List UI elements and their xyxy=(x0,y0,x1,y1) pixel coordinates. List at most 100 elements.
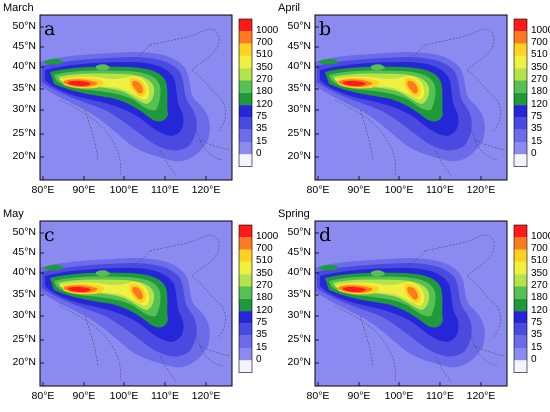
colorbar-swatch xyxy=(239,225,252,238)
colorbar-label: 120 xyxy=(256,304,273,316)
colorbar-swatch xyxy=(239,311,252,324)
colorbar-label: 0 xyxy=(531,353,537,365)
lon-tick-label: 120°E xyxy=(191,184,221,196)
colorbar-swatch xyxy=(514,225,527,238)
lon-tick-label: 90°E xyxy=(347,184,371,196)
contour-fill xyxy=(68,80,91,86)
colorbar-label: 270 xyxy=(256,280,273,291)
lon-tick-label: 110°E xyxy=(426,184,454,196)
lon-tick-label: 100°E xyxy=(384,390,414,402)
colorbar-swatch xyxy=(239,117,252,130)
colorbar-swatch xyxy=(514,55,527,69)
colorbar-swatch xyxy=(239,261,252,275)
colorbar-swatch xyxy=(239,237,252,250)
colorbar-label: 35 xyxy=(256,329,268,341)
lat-tick-label: 30°N xyxy=(12,309,36,321)
colorbar-swatch xyxy=(514,311,527,324)
colorbar-swatch xyxy=(514,19,527,32)
lat-tick-label: 30°N xyxy=(12,103,36,115)
lon-tick-label: 100°E xyxy=(109,390,139,402)
lat-tick-label: 25°N xyxy=(287,127,311,139)
colorbar-label: 15 xyxy=(531,341,543,353)
contour-fill xyxy=(44,264,64,271)
colorbar-swatch xyxy=(239,19,252,32)
lat-tick-label: 35°N xyxy=(287,82,311,94)
panel-letter: c xyxy=(44,224,55,246)
colorbar-label: 510 xyxy=(531,49,548,61)
contour-fill xyxy=(44,58,64,65)
colorbar-label: 120 xyxy=(531,98,548,110)
contour-fill xyxy=(319,58,339,65)
panel-title: Spring xyxy=(278,208,310,220)
colorbar-label: 180 xyxy=(256,292,273,304)
lon-tick-label: 80°E xyxy=(306,390,330,402)
lat-tick-label: 50°N xyxy=(287,20,311,32)
contour-fill xyxy=(319,264,339,271)
colorbar-swatch xyxy=(239,55,252,69)
colorbar-label: 350 xyxy=(256,61,273,73)
colorbar-label: 510 xyxy=(531,255,548,267)
colorbar-label: 1000 xyxy=(256,230,279,242)
colorbar-swatch xyxy=(514,80,527,93)
colorbar-swatch xyxy=(239,274,252,287)
lat-tick-label: 45°N xyxy=(287,40,311,52)
lon-tick-label: 120°E xyxy=(466,184,496,196)
colorbar-swatch xyxy=(514,298,527,312)
contour-fill xyxy=(343,286,366,292)
lon-tick-label: 110°E xyxy=(426,390,454,402)
lon-tick-label: 110°E xyxy=(151,390,179,402)
contour-fill xyxy=(371,270,385,277)
panel-letter: b xyxy=(319,18,332,40)
colorbar-label: 1000 xyxy=(256,24,279,36)
lat-tick-label: 40°N xyxy=(12,266,36,278)
map-plot xyxy=(39,14,253,181)
colorbar-label: 180 xyxy=(531,86,548,98)
colorbar-swatch xyxy=(514,360,527,373)
colorbar-swatch xyxy=(239,92,252,106)
colorbar-label: 180 xyxy=(531,292,548,304)
lon-tick-label: 100°E xyxy=(384,184,414,196)
colorbar-label: 700 xyxy=(531,243,548,255)
colorbar-swatch xyxy=(239,249,252,262)
contour-fill xyxy=(407,286,418,300)
colorbar-label: 75 xyxy=(531,316,543,328)
colorbar-label: 120 xyxy=(256,98,273,110)
colorbar-swatch xyxy=(514,261,527,275)
lon-tick-label: 90°E xyxy=(347,390,371,402)
colorbar-label: 75 xyxy=(256,110,268,122)
lon-tick-label: 100°E xyxy=(109,184,139,196)
map-plot xyxy=(314,14,528,181)
lat-tick-label: 45°N xyxy=(12,40,36,52)
lat-tick-label: 30°N xyxy=(287,309,311,321)
lat-tick-label: 40°N xyxy=(287,266,311,278)
colorbar-swatch xyxy=(239,154,252,167)
colorbar-label: 120 xyxy=(531,304,548,316)
map-panel-1: March a 50°N 45°N 40°N 35°N 30°N 25°N 20°N 80°E 90… xyxy=(0,0,279,206)
map-frame xyxy=(39,220,233,387)
colorbar-label: 700 xyxy=(256,37,273,49)
map-plot xyxy=(39,220,253,387)
colorbar-swatch xyxy=(514,31,527,44)
map-frame xyxy=(39,14,233,181)
colorbar-swatch xyxy=(514,348,527,361)
colorbar-label: 75 xyxy=(256,316,268,328)
lon-tick-label: 110°E xyxy=(151,184,179,196)
colorbar-label: 180 xyxy=(256,86,273,98)
colorbar-swatch xyxy=(514,249,527,262)
lon-tick-label: 120°E xyxy=(191,390,221,402)
lat-tick-label: 40°N xyxy=(12,60,36,72)
lon-tick-label: 90°E xyxy=(72,390,96,402)
colorbar-label: 15 xyxy=(256,135,268,147)
colorbar-label: 0 xyxy=(531,147,537,159)
colorbar-label: 510 xyxy=(256,255,273,267)
lon-tick-label: 120°E xyxy=(466,390,496,402)
lat-tick-label: 20°N xyxy=(12,150,36,162)
lat-tick-label: 20°N xyxy=(287,356,311,368)
contour-fill xyxy=(132,80,143,94)
map-frame xyxy=(314,220,508,387)
colorbar-swatch xyxy=(239,360,252,373)
lon-tick-label: 80°E xyxy=(31,390,55,402)
colorbar-swatch xyxy=(239,80,252,93)
panel-title: May xyxy=(3,208,24,220)
lat-tick-label: 45°N xyxy=(287,246,311,258)
